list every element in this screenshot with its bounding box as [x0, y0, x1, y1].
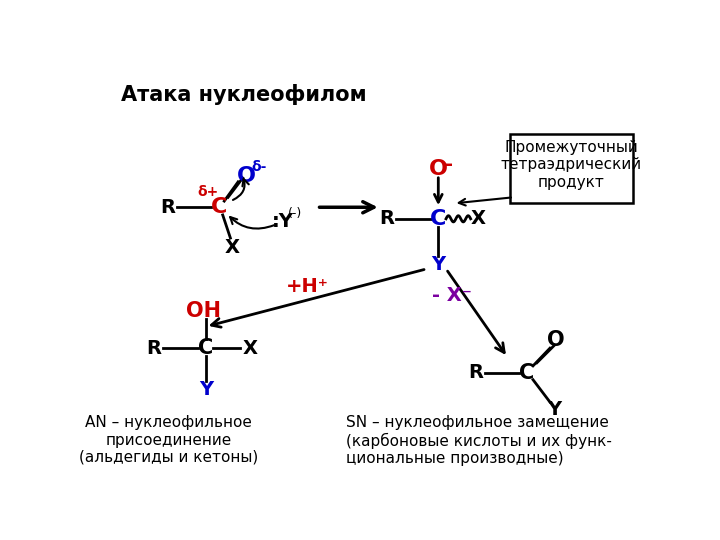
FancyBboxPatch shape — [510, 134, 633, 204]
Text: - X⁻: - X⁻ — [432, 286, 472, 305]
Text: C: C — [430, 209, 446, 229]
Text: R: R — [160, 198, 175, 217]
Text: OH: OH — [186, 301, 221, 321]
Text: R: R — [468, 363, 483, 382]
Text: SN – нуклеофильное замещение
(карбоновые кислоты и их функ-
циональные производн: SN – нуклеофильное замещение (карбоновые… — [346, 415, 612, 467]
Text: AN – нуклеофильное
присоединение
(альдегиды и кетоны): AN – нуклеофильное присоединение (альдег… — [79, 415, 258, 465]
Text: X: X — [242, 339, 257, 357]
Text: O: O — [547, 330, 565, 350]
Text: (-): (-) — [288, 207, 302, 220]
Text: -: - — [445, 156, 453, 174]
Text: δ+: δ+ — [197, 185, 219, 199]
Text: C: C — [211, 197, 227, 217]
Text: :Y: :Y — [272, 212, 294, 231]
Text: Y: Y — [431, 255, 446, 274]
Text: R: R — [379, 210, 395, 228]
Text: O: O — [429, 159, 448, 179]
Text: R: R — [147, 339, 162, 357]
Text: O: O — [237, 166, 256, 186]
Text: X: X — [225, 238, 240, 257]
Text: X: X — [471, 210, 486, 228]
Text: Атака нуклеофилом: Атака нуклеофилом — [121, 84, 366, 105]
Text: Промежуточный
тетраэдрический
продукт: Промежуточный тетраэдрический продукт — [501, 140, 642, 190]
Text: C: C — [519, 363, 534, 383]
Text: δ-: δ- — [251, 160, 266, 174]
Text: +H⁺: +H⁺ — [286, 277, 329, 296]
Text: Y: Y — [199, 380, 213, 399]
Text: C: C — [198, 338, 213, 358]
Text: Y: Y — [547, 400, 562, 419]
